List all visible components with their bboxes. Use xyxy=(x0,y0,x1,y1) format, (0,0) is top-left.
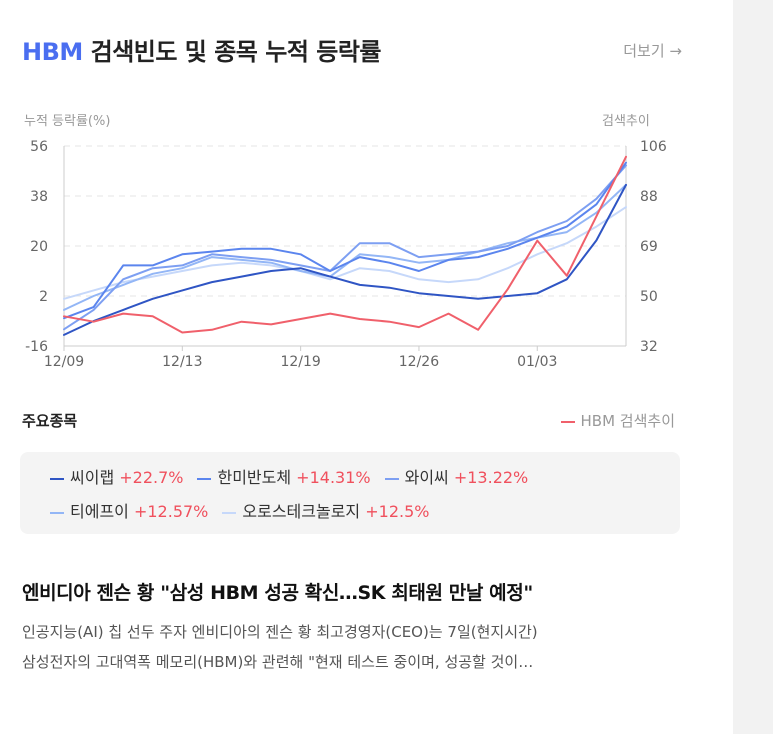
left-tick-label: 20 xyxy=(30,239,48,255)
series-line-5 xyxy=(63,206,627,300)
stock-legend-box: 씨이랩 +22.7% 한미반도체 +14.31% 와이씨 +13.22% 티에프이 … xyxy=(20,452,680,534)
legend-row-2: 티에프이 +12.57% 오로스테크놀로지 +12.5% xyxy=(50,498,443,522)
legend-stock-change: +13.22% xyxy=(453,468,529,487)
legend-swatch xyxy=(50,477,64,480)
legend-swatch xyxy=(384,477,399,480)
legend-item: 한미반도체 +14.31% xyxy=(197,464,371,488)
legend-swatch xyxy=(222,511,237,514)
right-rail xyxy=(733,0,773,734)
right-tick-label: 69 xyxy=(640,239,658,255)
legend-swatch xyxy=(50,511,64,514)
legend-stock-change: +12.5% xyxy=(365,502,430,521)
series-line-2 xyxy=(63,161,627,320)
title-rest: 검색빈도 및 종목 누적 등락률 xyxy=(82,38,382,66)
legend-swatch xyxy=(197,477,212,480)
right-tick-label: 32 xyxy=(640,339,658,355)
left-tick-label: 56 xyxy=(30,139,48,155)
right-tick-label: 88 xyxy=(640,189,658,205)
right-tick-label: 106 xyxy=(640,139,667,155)
search-trend-legend: HBM 검색추이 xyxy=(560,410,675,431)
series-line-3 xyxy=(63,164,627,331)
search-legend-label: HBM 검색추이 xyxy=(580,412,675,430)
x-tick-label: 12/09 xyxy=(44,354,84,370)
legend-item: 와이씨 +13.22% xyxy=(384,464,529,488)
legend-stock-change: +22.7% xyxy=(119,468,184,487)
news-line-1: 인공지능(AI) 칩 선두 주자 엔비디아의 젠슨 황 최고경영자(CEO)는 … xyxy=(22,623,538,641)
legend-stock-change: +14.31% xyxy=(296,468,371,487)
legend-item: 씨이랩 +22.7% xyxy=(50,464,183,488)
left-tick-label: -16 xyxy=(25,339,48,355)
left-tick-label: 38 xyxy=(30,189,48,205)
chart-area: 56 106 38 88 20 69 2 50 -16 32 12/09 12/13 12/19 12/2… xyxy=(0,130,700,380)
legend-stock-name: 오로스테크놀로지 xyxy=(242,502,366,521)
hbm-card: HBM 검색빈도 및 종목 누적 등락률 더보기 → 누적 등락률(%) 검색추… xyxy=(0,32,700,677)
more-link[interactable]: 더보기 → xyxy=(623,42,682,60)
stocks-label: 주요종목 xyxy=(22,412,78,430)
line-chart: 56 106 38 88 20 69 2 50 -16 32 12/09 12/13 12/19 12/2… xyxy=(25,139,667,370)
legend-row-1: 씨이랩 +22.7% 한미반도체 +14.31% 와이씨 +13.22% xyxy=(50,464,542,488)
right-axis-title: 검색추이 xyxy=(602,114,650,129)
x-tick-label: 12/19 xyxy=(280,354,320,370)
legend-stock-name: 와이씨 xyxy=(404,468,454,487)
card-header: HBM 검색빈도 및 종목 누적 등락률 더보기 → xyxy=(22,32,682,72)
news-title[interactable]: 엔비디아 젠슨 황 "삼성 HBM 성공 확신…SK 최태원 만날 예정" xyxy=(22,582,533,604)
legend-item: 티에프이 +12.57% xyxy=(50,498,208,522)
left-tick-label: 2 xyxy=(39,289,48,305)
news-item[interactable]: 엔비디아 젠슨 황 "삼성 HBM 성공 확신…SK 최태원 만날 예정" 인공… xyxy=(22,578,692,677)
x-tick-label: 01/03 xyxy=(517,354,557,370)
legend-stock-name: 씨이랩 xyxy=(70,468,120,487)
series-line-1 xyxy=(63,183,627,336)
legend-item: 오로스테크놀로지 +12.5% xyxy=(222,498,429,522)
search-legend-swatch xyxy=(560,420,575,423)
title-highlight: HBM xyxy=(22,38,83,66)
legend-stock-name: 한미반도체 xyxy=(217,468,297,487)
legend-stock-name: 티에프이 xyxy=(70,502,134,521)
news-summary: 인공지능(AI) 칩 선두 주자 엔비디아의 젠슨 황 최고경영자(CEO)는 … xyxy=(22,617,682,677)
series-line-6 xyxy=(63,155,627,334)
news-line-2: 삼성전자의 고대역폭 메모리(HBM)와 관련해 "현재 테스트 중이며, 성공… xyxy=(22,653,534,671)
x-tick-label: 12/13 xyxy=(162,354,202,370)
card-title: HBM 검색빈도 및 종목 누적 등락률 xyxy=(22,32,382,67)
legend-stock-change: +12.57% xyxy=(133,502,209,521)
x-tick-label: 12/26 xyxy=(399,354,439,370)
left-axis-title: 누적 등락률(%) xyxy=(24,114,111,129)
right-tick-label: 50 xyxy=(640,289,658,305)
